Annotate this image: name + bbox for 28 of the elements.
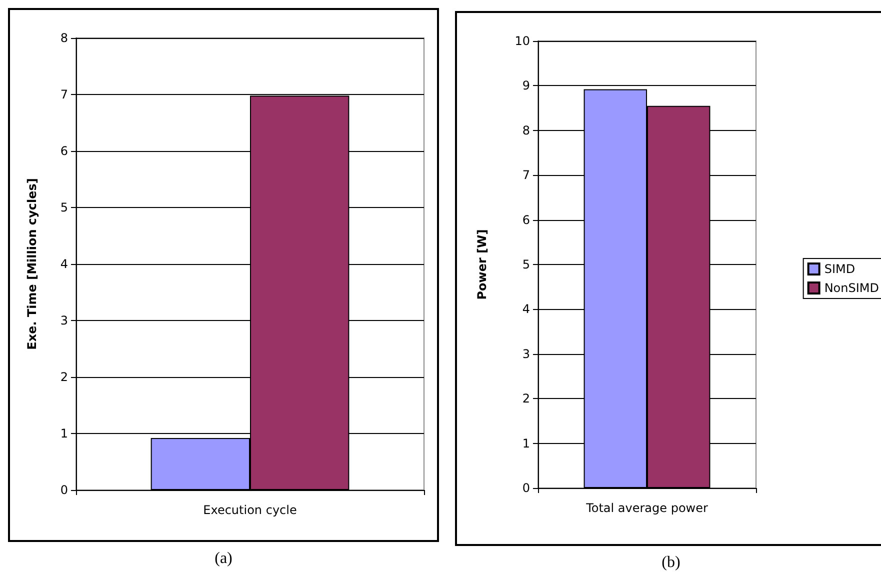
y-tick-label: 9 — [522, 78, 530, 93]
y-tick-label: 6 — [522, 212, 530, 227]
y-tick-label: 1 — [60, 426, 68, 440]
y-tick-label: 3 — [60, 314, 68, 328]
y-tick-label: 10 — [514, 34, 530, 48]
x-tick-label: Total average power — [585, 501, 708, 515]
y-tick-label: 6 — [60, 144, 68, 158]
y-tick-label: 7 — [522, 168, 530, 182]
text: (a) — [214, 550, 234, 568]
y-tick-label: 5 — [522, 258, 530, 272]
text: (b) — [660, 554, 682, 572]
y-tick-label: 0 — [60, 483, 68, 497]
y-tick-label: 2 — [522, 392, 530, 406]
y-axis-title: Exe. Time [Million cycles] — [25, 178, 39, 350]
y-axis-title: Power [W] — [475, 229, 489, 300]
y-tick-label: 3 — [522, 346, 530, 361]
y-tick-label: 1 — [522, 436, 530, 450]
legend-label: SIMD — [824, 262, 856, 276]
y-tick-label: 8 — [60, 31, 68, 45]
y-tick-label: 8 — [522, 123, 530, 138]
y-tick-label: 2 — [60, 370, 68, 384]
y-tick-label: 7 — [60, 88, 68, 102]
y-tick-label: 4 — [60, 257, 68, 271]
y-tick-label: 4 — [522, 302, 530, 316]
y-tick-label: 5 — [60, 200, 68, 214]
y-tick-label: 0 — [522, 481, 530, 495]
x-tick-label: Execution cycle — [203, 503, 297, 517]
legend-label: NonSIMD — [824, 281, 880, 295]
